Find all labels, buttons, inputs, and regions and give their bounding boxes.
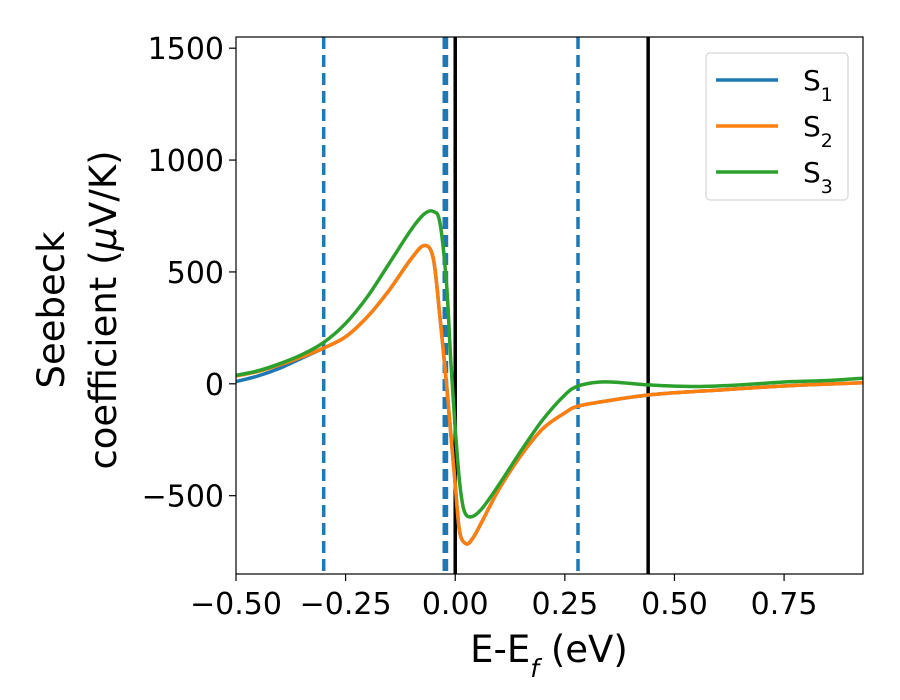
y-tick-label: 1500 xyxy=(148,32,224,67)
y-tick-label: 500 xyxy=(167,256,224,291)
y-tick-label: −500 xyxy=(142,480,224,515)
y-axis-label-line2: coefficient (μV/K) xyxy=(82,150,125,469)
x-axis: −0.50 −0.25 0.00 0.25 0.50 0.75 xyxy=(190,574,817,622)
x-tick-label: 0.75 xyxy=(751,587,818,622)
series-line-3 xyxy=(236,209,863,519)
y-axis-label-line1: Seebeck xyxy=(30,231,73,389)
legend-label-3: S3 xyxy=(803,156,833,198)
reference-lines xyxy=(321,37,650,574)
y-tick-label: 0 xyxy=(205,368,224,403)
legend-label-1: S1 xyxy=(803,64,833,106)
y-axis: −500 0 500 1000 1500 xyxy=(142,32,236,515)
y-axis-label: Seebeck coefficient (μV/K) xyxy=(30,150,125,469)
x-tick-label: −0.25 xyxy=(300,587,392,622)
series-line-2 xyxy=(236,243,863,546)
series-layer xyxy=(236,209,863,546)
plot-frame xyxy=(235,36,864,575)
x-tick-label: 0.00 xyxy=(422,587,489,622)
x-tick-label: 0.50 xyxy=(641,587,708,622)
x-axis-label: E-Ef (eV) xyxy=(470,628,628,683)
x-tick-label: 0.25 xyxy=(531,587,598,622)
y-tick-label: 1000 xyxy=(148,144,224,179)
legend-label-2: S2 xyxy=(803,110,833,152)
series-line-1 xyxy=(236,243,863,546)
x-tick-label: −0.50 xyxy=(190,587,282,622)
